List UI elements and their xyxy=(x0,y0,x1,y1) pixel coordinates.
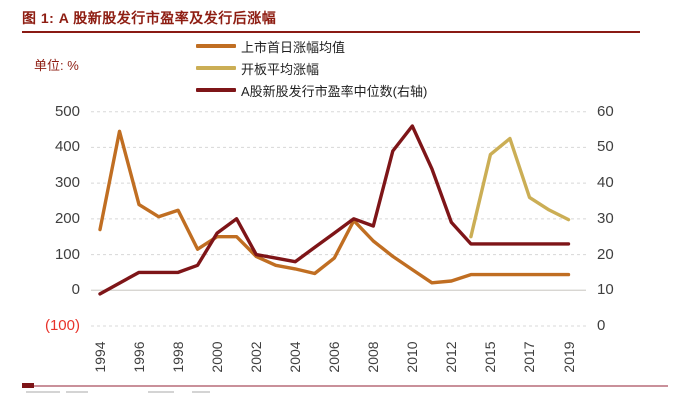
right-axis-tick: 60 xyxy=(597,102,614,120)
figure-title: 图 1: A 股新股发行市盈率及发行后涨幅 xyxy=(22,10,277,26)
series-line-0 xyxy=(98,129,571,285)
right-axis-tick: 30 xyxy=(597,209,614,227)
title-underline xyxy=(22,31,640,33)
left-axis-tick: 500 xyxy=(54,102,80,120)
legend-item-2: A股新股发行市盈率中位数(右轴) xyxy=(196,80,427,100)
left-axis-tick: (100) xyxy=(44,317,80,334)
series-line-1 xyxy=(469,136,571,239)
footer-text-remnant xyxy=(148,391,174,393)
right-axis-tick: 40 xyxy=(597,174,614,192)
legend-label: 开板平均涨幅 xyxy=(241,61,320,77)
legend-line-swatch xyxy=(196,44,236,48)
legend-label: 上市首日涨幅均值 xyxy=(241,39,346,55)
legend-line-swatch xyxy=(196,88,236,92)
legend-item-0: 上市首日涨幅均值 xyxy=(196,36,427,56)
left-axis-tick: 100 xyxy=(54,245,80,263)
footer-divider xyxy=(22,385,668,387)
left-axis-tick: 400 xyxy=(54,138,80,156)
legend: 上市首日涨幅均值 开板平均涨幅 A股新股发行市盈率中位数(右轴) xyxy=(196,36,427,100)
footer-text-remnant xyxy=(192,391,210,393)
legend-line-swatch xyxy=(196,66,236,70)
series-line-2 xyxy=(98,124,571,296)
right-axis-tick: 50 xyxy=(597,138,614,156)
left-axis-tick: 300 xyxy=(54,174,80,192)
left-axis-tick: 200 xyxy=(54,209,80,227)
footer-text-remnant xyxy=(26,391,60,393)
footer-divider-accent xyxy=(22,383,34,388)
unit-label: 单位: % xyxy=(34,58,79,73)
legend-item-1: 开板平均涨幅 xyxy=(196,58,427,78)
right-axis-tick: 0 xyxy=(597,317,606,334)
footer-text-remnant xyxy=(66,391,88,393)
legend-label: A股新股发行市盈率中位数(右轴) xyxy=(241,83,428,99)
right-axis-tick: 10 xyxy=(597,281,614,299)
left-axis-tick: 0 xyxy=(71,281,80,299)
right-axis-tick: 20 xyxy=(597,245,614,263)
